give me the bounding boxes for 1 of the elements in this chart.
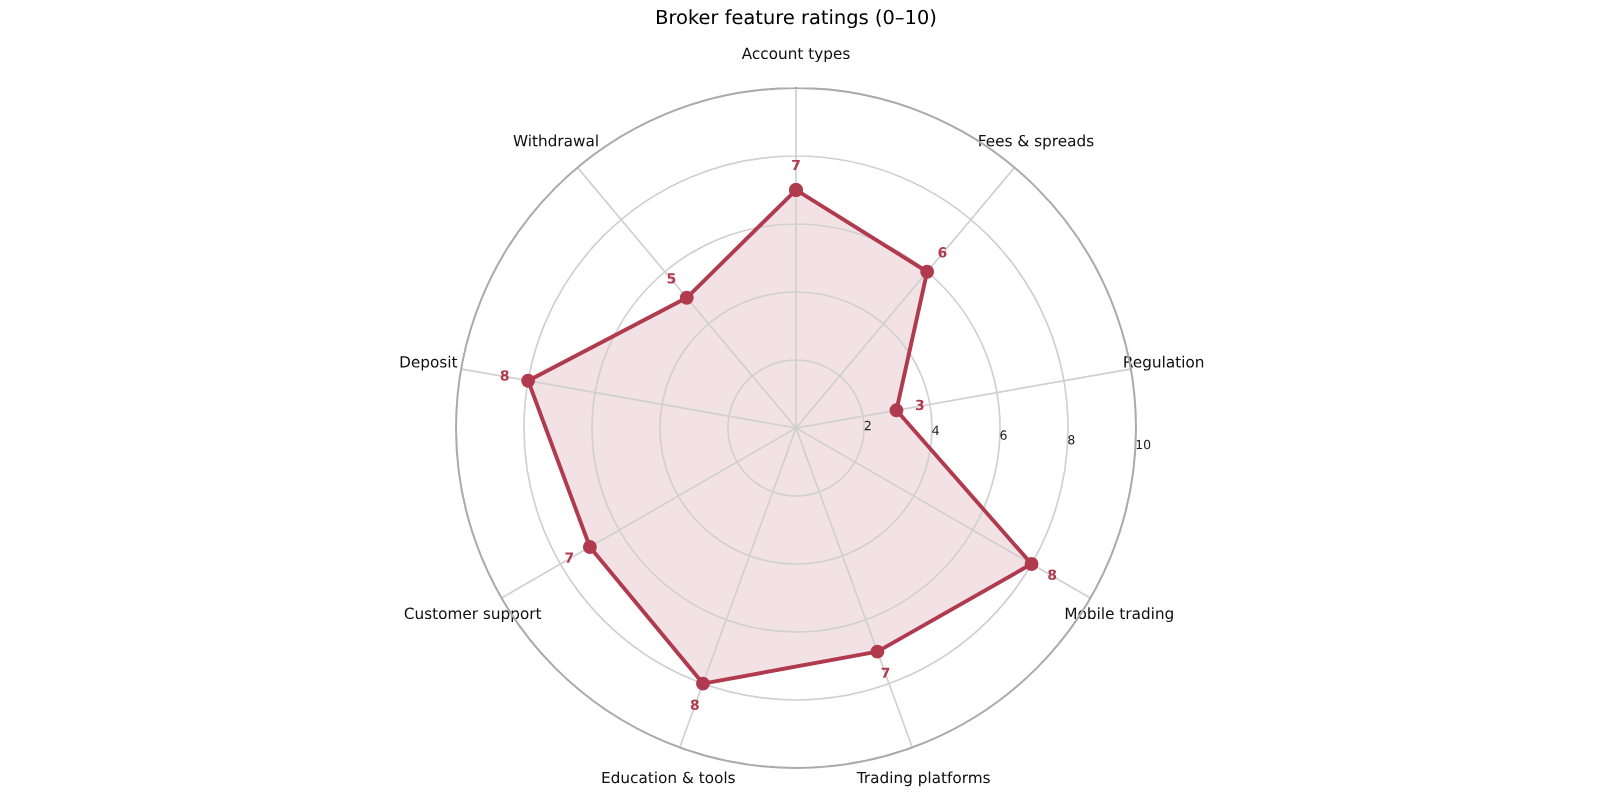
chart-title: Broker feature ratings (0–10) <box>657 9 936 29</box>
